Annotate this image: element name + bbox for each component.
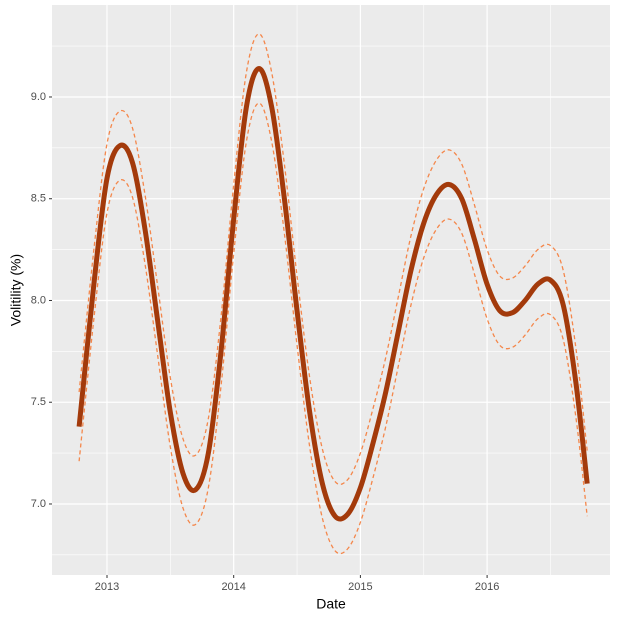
y-tick-label: 8.5 [31, 193, 46, 205]
y-tick-label: 8.0 [31, 294, 46, 306]
x-tick-label: 2016 [475, 581, 499, 593]
y-tick-label: 7.0 [31, 498, 46, 510]
line [78, 102, 588, 555]
x-tick-label: 2014 [221, 581, 245, 593]
line [78, 33, 588, 486]
x-tick-label: 2015 [348, 581, 372, 593]
panel [52, 5, 610, 575]
y-axis-title: Volitility (%) [8, 254, 24, 326]
x-tick-label: 2013 [95, 581, 119, 593]
line [76, 65, 590, 522]
x-axis-title: Date [316, 596, 346, 612]
y-tick-label: 9.0 [31, 91, 46, 103]
y-tick-label: 7.5 [31, 396, 46, 408]
